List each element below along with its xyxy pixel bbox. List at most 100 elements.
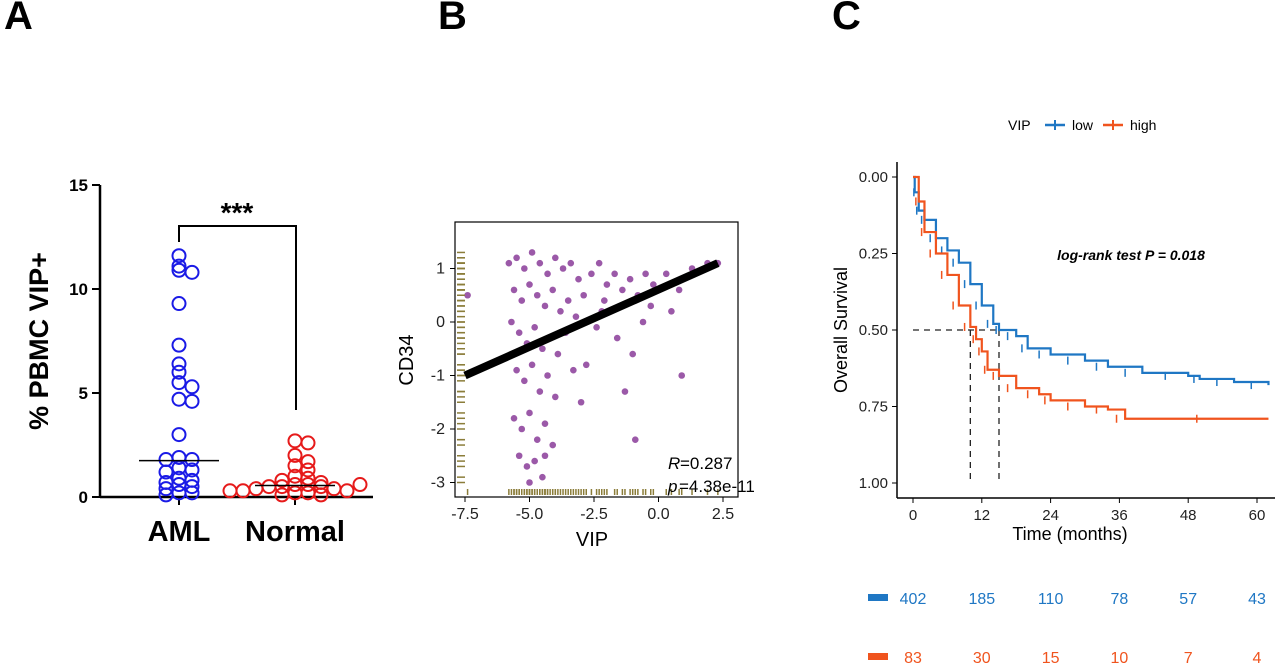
b-point [549, 286, 557, 294]
b-point [631, 436, 639, 444]
b-point [588, 270, 595, 278]
a-point-aml [184, 452, 200, 468]
a-point-normal [300, 435, 316, 451]
b-point [595, 259, 603, 267]
c-legend-label-high: high [1130, 117, 1156, 133]
a-y-tick-label: 5 [79, 384, 88, 403]
a-point-normal [287, 433, 303, 449]
c-risk-table-marker-low [868, 594, 888, 601]
b-point [510, 415, 518, 422]
a-x-tick-label: Normal [245, 516, 345, 548]
b-point [539, 473, 546, 481]
a-point-normal [326, 481, 342, 497]
c-x-axis-label: Time (months) [1012, 524, 1127, 544]
b-r-label: R [668, 454, 680, 473]
a-point-aml [184, 479, 200, 495]
a-point-aml [158, 452, 174, 468]
b-r-value: =0.287 [680, 454, 732, 473]
a-y-tick-label: 0 [79, 488, 88, 507]
a-point-aml [158, 481, 174, 497]
b-point [526, 409, 533, 417]
b-point [639, 318, 647, 326]
a-point-normal [352, 477, 368, 493]
b-point [647, 302, 655, 310]
c-risk-count: 57 [1179, 591, 1197, 608]
a-y-tick-label: 15 [69, 176, 88, 195]
a-point-aml [184, 379, 200, 395]
b-point [554, 350, 562, 358]
c-y-tick-label: 0.75 [859, 399, 888, 416]
c-y-axis-label: Overall Survival [831, 267, 851, 393]
b-y-axis-label: CD34 [396, 334, 418, 385]
c-risk-count: 43 [1248, 591, 1266, 608]
a-point-aml [171, 356, 187, 372]
b-y-tick-label: 0 [436, 314, 445, 331]
b-regression-line [463, 259, 720, 380]
b-point [557, 308, 564, 315]
c-risk-count: 185 [968, 591, 995, 608]
a-y-axis-label: % PBMC VIP+ [24, 252, 54, 430]
b-point [613, 334, 621, 342]
c-risk-count: 83 [904, 650, 922, 667]
c-risk-count: 78 [1111, 591, 1129, 608]
a-point-aml [171, 258, 187, 274]
c-median-lines [913, 329, 1000, 483]
a-point-normal [339, 483, 355, 499]
a-point-aml [171, 391, 187, 407]
c-risk-count: 15 [1042, 650, 1060, 667]
b-point [531, 457, 538, 465]
b-point [611, 270, 618, 278]
b-point [515, 452, 523, 460]
c-x-tick-label: 48 [1180, 507, 1197, 524]
b-point [564, 297, 572, 304]
a-significance-stars: *** [221, 197, 254, 228]
b-point [515, 329, 523, 337]
b-point [536, 259, 544, 267]
b-y-tick-label: 1 [436, 261, 445, 278]
c-y-tick-label: 0.50 [859, 322, 888, 339]
a-point-normal [300, 470, 316, 486]
b-point [521, 265, 528, 272]
b-point [552, 393, 559, 401]
a-point-normal [222, 483, 238, 499]
b-x-tick-label: -2.5 [580, 506, 608, 523]
a-point-aml [184, 462, 200, 478]
c-risk-count: 402 [900, 591, 927, 608]
b-point [582, 361, 590, 369]
b-point [572, 313, 580, 320]
c-risk-count: 7 [1184, 650, 1193, 667]
b-point [570, 366, 577, 374]
a-point-normal [261, 479, 277, 495]
a-point-aml [158, 487, 174, 503]
a-point-normal [313, 487, 329, 503]
c-x-tick-label: 60 [1249, 507, 1266, 524]
b-point [513, 254, 520, 262]
b-point [642, 270, 649, 278]
c-risk-table-marker-high [868, 653, 888, 660]
b-point [593, 324, 600, 331]
c-x-tick-label: 0 [909, 507, 917, 524]
b-point [621, 388, 629, 395]
a-point-aml [184, 393, 200, 409]
panel-label-a: A [4, 0, 33, 38]
b-point [539, 345, 546, 353]
a-significance-bracket [178, 225, 297, 410]
b-point [544, 372, 551, 379]
b-y-tick-label: -3 [431, 475, 445, 492]
b-point [626, 275, 634, 283]
b-x-tick-label: -7.5 [451, 506, 479, 523]
b-plot-frame [454, 221, 739, 498]
b-point [526, 281, 533, 288]
b-point [575, 275, 582, 283]
c-legend-label-low: low [1072, 117, 1094, 133]
a-point-normal [248, 481, 264, 497]
b-point [518, 425, 526, 433]
c-legend-title: VIP [1008, 117, 1031, 133]
b-point [580, 291, 587, 299]
a-point-aml [184, 485, 200, 501]
b-point [678, 372, 686, 379]
b-point [518, 297, 526, 304]
c-y-tick-label: 0.00 [859, 169, 888, 186]
b-point [541, 302, 549, 310]
